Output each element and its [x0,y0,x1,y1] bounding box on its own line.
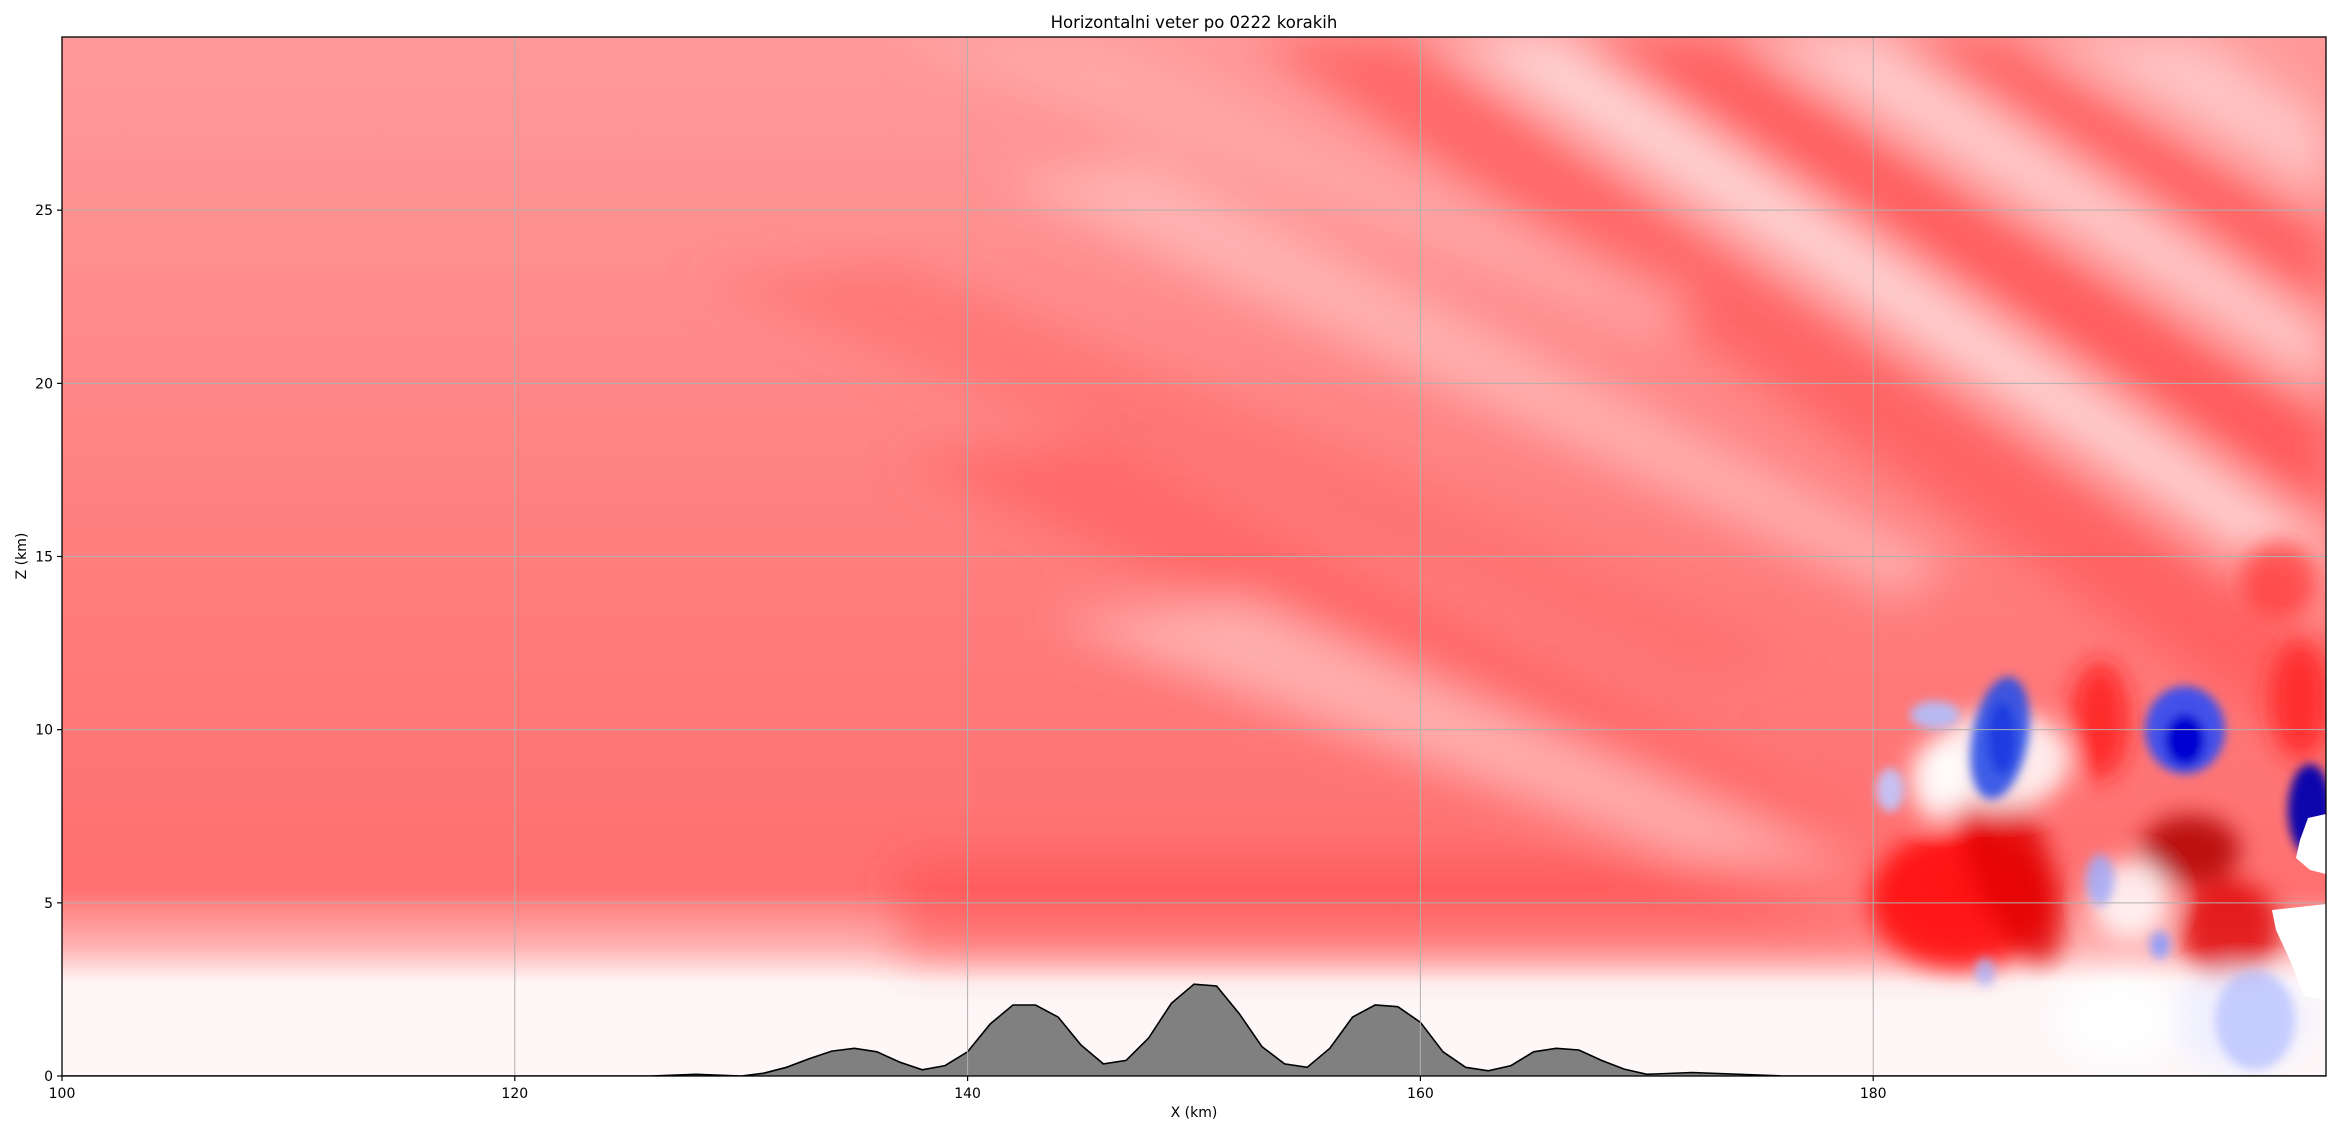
x-axis-label: X (km) [1171,1105,1218,1121]
y-ticks: 0 5 10 15 20 25 [35,203,62,1085]
x-tick-label-120: 120 [501,1086,528,1102]
terrain-outline [62,983,2326,1076]
x-tick-label-140: 140 [954,1086,981,1102]
white-gap-lower [2272,904,2326,1000]
x-tick-label-100: 100 [49,1086,76,1102]
y-tick-label-0: 0 [44,1069,53,1085]
terrain [62,983,2326,1076]
y-tick-label-5: 5 [44,896,53,912]
plot-area [62,37,2326,1076]
y-tick-label-20: 20 [35,376,53,392]
x-ticks: 100 120 140 160 180 [49,1076,1887,1102]
chart-title: Horizontalni veter po 0222 korakih [1051,13,1338,32]
y-axis-label: Z (km) [14,533,30,580]
wind-field-bands [700,37,2326,960]
terrain-fill [62,984,2326,1076]
white-gap-upper [2296,814,2326,874]
grid [62,37,2326,1076]
x-tick-label-160: 160 [1407,1086,1434,1102]
y-tick-label-15: 15 [35,550,53,566]
x-tick-label-180: 180 [1860,1086,1887,1102]
y-tick-label-10: 10 [35,723,53,739]
y-tick-label-25: 25 [35,203,53,219]
